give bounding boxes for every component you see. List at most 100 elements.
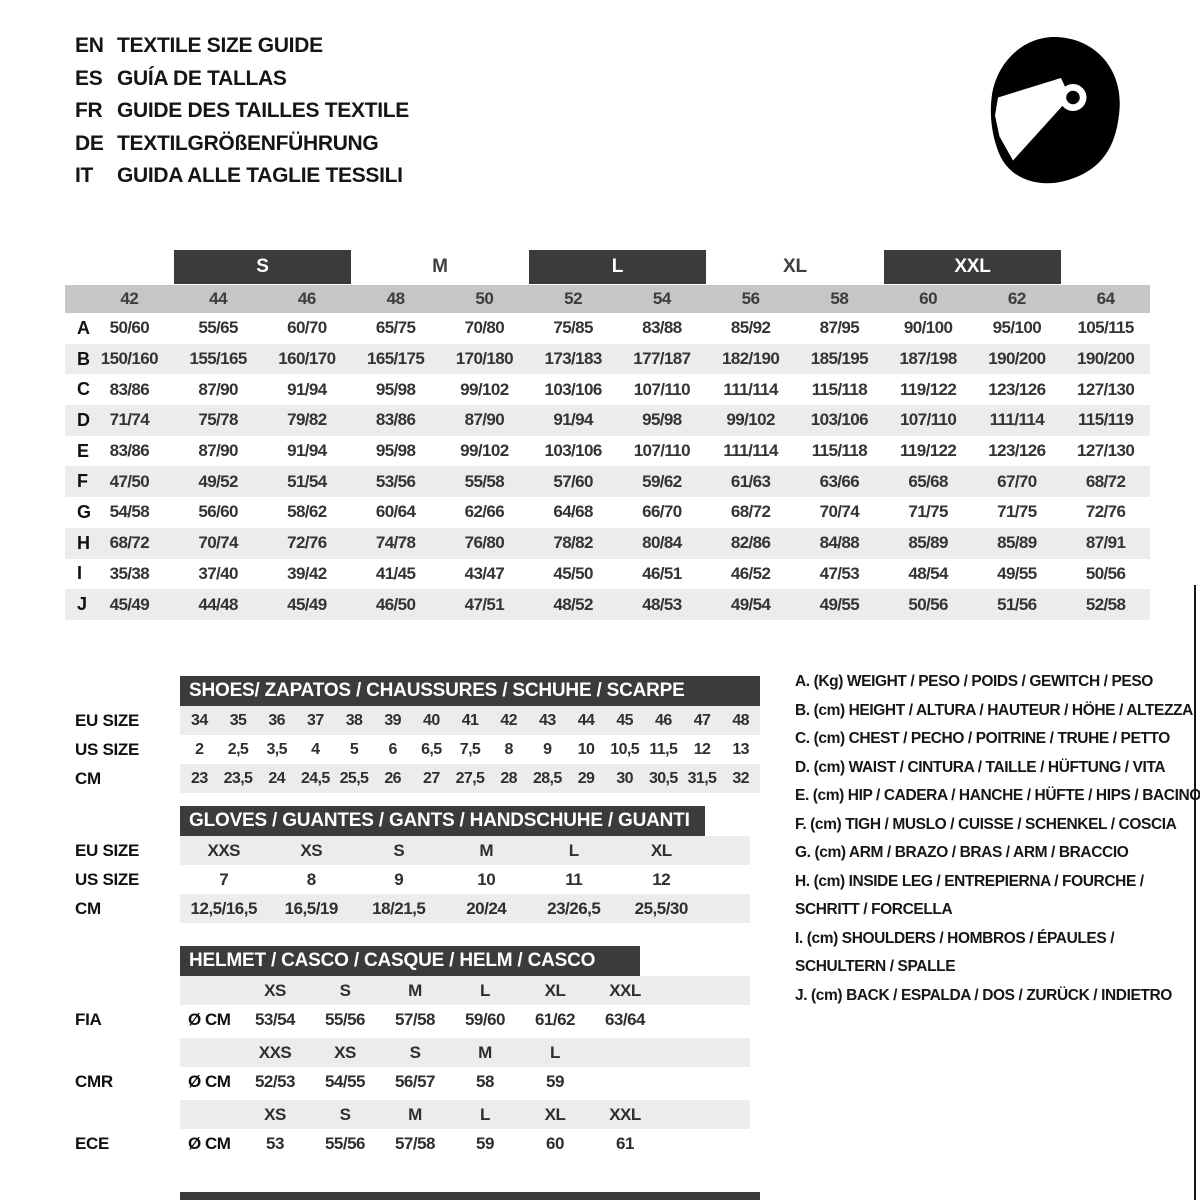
size-value-cell: 49/55 <box>819 594 860 614</box>
size-column-header: 44 <box>209 289 228 308</box>
value-cell: 52/53 <box>254 1071 296 1091</box>
size-value-cell: 119/122 <box>899 379 957 399</box>
lang-code: DE <box>75 131 104 155</box>
lang-code: IT <box>75 164 94 188</box>
size-value-cell: 68/72 <box>109 533 150 553</box>
value-cell: 11,5 <box>649 740 678 758</box>
lang-title: TEXTILE SIZE GUIDE <box>117 34 323 58</box>
standard-label: ECE <box>75 1133 110 1153</box>
size-value-cell: 84/88 <box>819 533 860 553</box>
value-cell: 40 <box>423 711 440 729</box>
size-value-cell: 107/110 <box>633 379 691 399</box>
value-cell: 54/55 <box>324 1071 366 1091</box>
size-value-cell: 46/50 <box>375 594 416 614</box>
legend-line: E. (cm) HIP / CADERA / HANCHE / HÜFTE / … <box>795 787 1200 804</box>
size-column-header: 52 <box>564 289 583 308</box>
row-values: XXS XS S M L XL <box>180 836 750 865</box>
size-value-cell: 83/88 <box>642 318 682 338</box>
size-value-cell: 87/90 <box>198 441 238 461</box>
value-cell: 18/21,5 <box>372 898 426 918</box>
value-cell: L <box>568 840 579 860</box>
value-cell: 10,5 <box>610 740 640 758</box>
size-value-cell: 111/114 <box>723 379 778 399</box>
size-value-cell: 52/58 <box>1085 594 1126 614</box>
legend-item: B. (cm) HEIGHT / ALTURA / HAUTEUR / HÖHE… <box>795 697 1193 726</box>
size-value-cell: 48/52 <box>553 594 593 614</box>
size-value-cell: 87/95 <box>819 318 860 338</box>
size-value-cell: 48/53 <box>642 594 682 614</box>
size-value-cell: 37/40 <box>198 563 238 583</box>
size-column-header: 60 <box>919 289 938 308</box>
gloves-rows: EU SIZE XXS XS S M L XL US SIZE 7 8 9 10 11 12 CM 12,5/… <box>65 836 750 923</box>
size-columns-band: 42 44 46 48 50 52 54 56 58 60 62 64 <box>65 285 1150 313</box>
size-table-row-i: I 35/38 37/40 39/42 41/45 43/47 45/50 46/51 46/5… <box>65 559 1150 590</box>
size-value-cell: 45/50 <box>553 563 593 583</box>
size-value-cell: 115/118 <box>811 441 868 461</box>
legend-item: C. (cm) CHEST / PECHO / POITRINE / TRUHE… <box>795 725 1193 754</box>
value-cell: 57/58 <box>394 1009 436 1029</box>
size-value-cell: 115/118 <box>811 379 868 399</box>
lang-row-fr: FR GUIDE DES TAILLES TEXTILE <box>75 95 409 128</box>
size-value-cell: 43/47 <box>464 563 505 583</box>
value-cell: 25,5/30 <box>634 898 689 918</box>
size-value-cell: 99/102 <box>460 441 509 461</box>
size-value-cell: 55/65 <box>198 318 238 338</box>
size-value-cell: 50/60 <box>109 318 150 338</box>
size-group-row: S M L XL XXL <box>65 250 1150 285</box>
size-value-cell: 58/62 <box>287 502 327 522</box>
shoes-rows: EU SIZE 34 35 36 37 38 39 40 41 42 43 44 45 46 47 48 US … <box>65 706 760 793</box>
shoes-section: SHOES/ ZAPATOS / CHAUSSURES / SCHUHE / S… <box>65 676 760 793</box>
value-cell: 30,5 <box>648 769 678 787</box>
size-value-cell: 155/165 <box>189 349 247 369</box>
size-value-cell: 177/187 <box>633 349 691 369</box>
size-value-cell: 65/68 <box>908 471 948 491</box>
helmet-value-row-ece: ECE Ø CM 53 55/56 57/58 59 60 61 <box>65 1129 750 1158</box>
size-header-cell: L <box>550 1042 560 1062</box>
row-us-size: US SIZE 7 8 9 10 11 12 <box>65 865 750 894</box>
size-value-cell: 95/98 <box>642 410 682 430</box>
value-cell: XXS <box>207 840 241 860</box>
size-column-header: 62 <box>1007 289 1026 308</box>
value-cell: XL <box>650 840 672 860</box>
size-group-xl: XL <box>783 256 807 277</box>
value-cell: 37 <box>307 711 324 729</box>
size-value-cell: 79/82 <box>287 410 327 430</box>
size-value-cell: 95/98 <box>375 441 416 461</box>
row-values: XXS XS S M L <box>180 1038 750 1067</box>
gloves-section: GLOVES / GUANTES / GANTS / HANDSCHUHE / … <box>65 806 750 923</box>
row-label: CM <box>75 768 101 788</box>
size-table-row-j: J 45/49 44/48 45/49 46/50 47/51 48/52 48/53 49/5… <box>65 589 1150 620</box>
value-cell: 28 <box>500 769 517 787</box>
row-letter: I <box>77 563 83 584</box>
value-cell: 6,5 <box>421 740 442 758</box>
value-cell: 10 <box>577 740 595 758</box>
standard-label: FIA <box>75 1009 102 1029</box>
value-cell: 55/56 <box>324 1133 366 1153</box>
size-value-cell: 103/106 <box>810 410 869 430</box>
value-cell: 12 <box>693 740 711 758</box>
row-values: 2 2,5 3,5 4 5 6 6,5 7,5 8 9 10 10,5 11,5 12 13 <box>180 735 760 764</box>
row-letter: C <box>77 379 90 400</box>
value-cell: 58 <box>476 1071 494 1091</box>
size-value-cell: 190/200 <box>1076 349 1135 369</box>
legend-line: G. (cm) ARM / BRAZO / BRAS / ARM / BRACC… <box>795 844 1129 861</box>
value-cell: 59 <box>546 1071 564 1091</box>
row-values: XS S M L XL XXL <box>180 1100 750 1129</box>
value-cell: 8 <box>306 869 316 889</box>
value-cell: 45 <box>616 711 633 729</box>
garment-size-table: S M L XL XXL 42 44 46 48 50 52 54 56 58 60 62 64 A 50/60… <box>65 250 1150 620</box>
row-label <box>65 1038 180 1067</box>
value-cell: 36 <box>268 711 285 729</box>
size-value-cell: 80/84 <box>642 533 682 553</box>
size-value-cell: 39/42 <box>287 563 327 583</box>
legend-line: H. (cm) INSIDE LEG / ENTREPIERNA / FOURC… <box>795 872 1144 890</box>
row-label: US SIZE <box>75 869 140 889</box>
size-value-cell: 99/102 <box>726 410 775 430</box>
size-value-cell: 111/114 <box>989 410 1045 430</box>
size-column-header: 64 <box>1096 289 1115 308</box>
size-value-cell: 82/86 <box>730 533 771 553</box>
size-value-cell: 150/160 <box>100 349 159 369</box>
size-value-cell: 75/78 <box>198 410 238 430</box>
row-values: Ø CM 52/53 54/55 56/57 58 59 <box>180 1067 750 1096</box>
size-value-cell: 165/175 <box>366 349 425 369</box>
